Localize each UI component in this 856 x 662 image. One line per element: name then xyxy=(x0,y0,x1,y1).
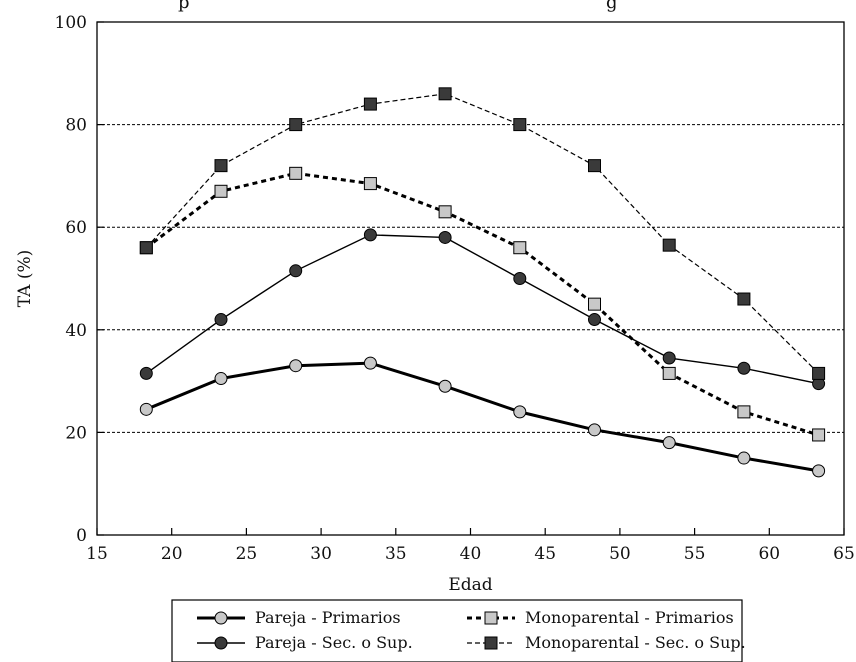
data-point-series-2 xyxy=(289,264,303,278)
data-point-series-3 xyxy=(214,184,228,198)
data-point-series-3 xyxy=(363,177,377,191)
y-tick-label: 60 xyxy=(65,218,87,238)
x-tick-label: 60 xyxy=(758,544,780,564)
y-axis-title: TA (%) xyxy=(15,250,35,308)
top-fragment-left: p xyxy=(178,0,190,13)
y-tick-label: 0 xyxy=(76,526,87,546)
legend-label-1: Pareja - Primarios xyxy=(255,608,401,627)
data-point-series-3 xyxy=(588,297,602,311)
legend: Pareja - Primarios Pareja - Sec. o Sup. Mo… xyxy=(171,599,746,662)
grid-lines xyxy=(97,124,844,433)
data-point-series-4 xyxy=(438,87,452,101)
x-tick-label: 35 xyxy=(385,544,407,564)
series-line-1 xyxy=(145,361,819,473)
data-point-series-1 xyxy=(363,356,377,370)
plot-frame xyxy=(96,21,845,536)
x-tick-label: 20 xyxy=(161,544,183,564)
y-tick-label: 40 xyxy=(65,321,87,341)
data-point-series-3 xyxy=(812,428,826,442)
data-point-series-3 xyxy=(662,366,676,380)
data-point-series-1 xyxy=(662,436,676,450)
data-point-series-4 xyxy=(662,238,676,252)
top-fragment-right: g xyxy=(606,0,618,13)
data-point-series-4 xyxy=(363,97,377,111)
series-line-3 xyxy=(145,171,820,437)
data-point-series-4 xyxy=(214,159,228,173)
series-line-4 xyxy=(145,93,820,374)
data-point-series-2 xyxy=(214,313,228,327)
legend-marker-1 xyxy=(214,611,228,625)
data-point-series-2 xyxy=(588,313,602,327)
data-point-series-3 xyxy=(289,166,303,180)
series-line-2 xyxy=(145,234,819,385)
x-tick-label: 25 xyxy=(236,544,258,564)
series-markers xyxy=(139,87,826,478)
x-tick-label: 40 xyxy=(460,544,482,564)
data-point-series-1 xyxy=(513,405,527,419)
data-point-series-2 xyxy=(139,366,153,380)
data-point-series-2 xyxy=(513,272,527,285)
data-point-series-2 xyxy=(662,351,676,365)
data-point-series-2 xyxy=(438,230,452,244)
data-point-series-4 xyxy=(513,118,527,132)
data-point-series-1 xyxy=(214,372,228,386)
data-point-series-1 xyxy=(812,464,826,478)
y-tick-label: 80 xyxy=(65,116,87,136)
axis-ticks: 15 20 25 30 35 40 45 50 55 60 65 0 20 40 60 80 100 xyxy=(55,13,855,564)
data-point-series-4 xyxy=(588,159,602,173)
data-point-series-1 xyxy=(588,423,602,437)
data-point-series-4 xyxy=(812,366,826,380)
x-tick-label: 50 xyxy=(609,544,631,564)
data-point-series-1 xyxy=(139,402,153,416)
data-point-series-3 xyxy=(513,241,527,255)
data-point-series-1 xyxy=(438,379,452,393)
x-tick-label: 45 xyxy=(534,544,556,564)
data-point-series-3 xyxy=(737,405,751,419)
legend-label-4: Monoparental - Sec. o Sup. xyxy=(525,633,746,652)
legend-marker-3 xyxy=(484,611,498,625)
y-tick-label: 100 xyxy=(55,13,87,33)
legend-marker-4 xyxy=(484,636,498,650)
data-point-series-2 xyxy=(363,228,377,242)
data-point-series-2 xyxy=(737,361,751,375)
data-point-series-1 xyxy=(737,451,751,465)
legend-box xyxy=(171,599,743,662)
legend-label-2: Pareja - Sec. o Sup. xyxy=(255,633,413,652)
x-axis-title: Edad xyxy=(448,575,492,595)
x-tick-label: 15 xyxy=(86,544,108,564)
series-lines xyxy=(145,93,820,473)
data-point-series-3 xyxy=(438,205,452,219)
x-tick-label: 65 xyxy=(833,544,855,564)
data-point-series-4 xyxy=(289,118,303,132)
x-tick-label: 30 xyxy=(310,544,332,564)
y-tick-label: 20 xyxy=(65,423,87,443)
data-point-series-4 xyxy=(139,241,153,255)
legend-label-3: Monoparental - Primarios xyxy=(525,608,734,627)
legend-marker-2 xyxy=(214,636,228,650)
data-point-series-4 xyxy=(737,292,751,306)
x-tick-label: 55 xyxy=(684,544,706,564)
data-point-series-1 xyxy=(289,359,303,373)
